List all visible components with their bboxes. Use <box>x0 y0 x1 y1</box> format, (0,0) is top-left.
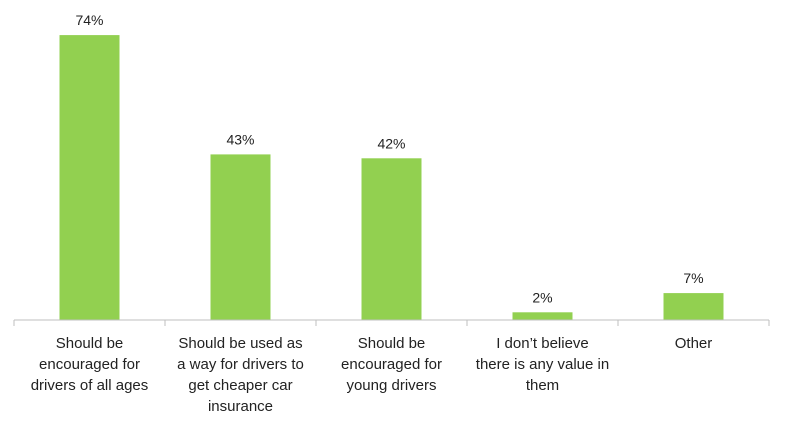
bar-4 <box>663 293 724 320</box>
bar-3 <box>512 312 573 320</box>
category-label-1: Should be used as a way for drivers to get… <box>177 335 304 415</box>
bars <box>59 35 724 320</box>
category-label-3: I don’t believe there is any value in them <box>476 335 609 394</box>
category-labels: Should be encouraged for drivers of all ag… <box>31 335 713 415</box>
x-axis <box>13 319 770 326</box>
data-label-3: 2% <box>532 289 552 305</box>
category-label-line: Other <box>675 335 713 352</box>
data-label-0: 74% <box>75 12 103 28</box>
category-label-line: a way for drivers to <box>177 356 304 373</box>
category-label-line: get cheaper car <box>188 377 292 394</box>
category-label-line: Should be used as <box>178 335 302 352</box>
bar-0 <box>59 35 120 320</box>
category-label-line: I don’t believe <box>496 335 589 352</box>
data-label-4: 7% <box>683 270 703 286</box>
category-label-0: Should be encouraged for drivers of all ag… <box>31 335 149 394</box>
bar-1 <box>210 154 271 320</box>
category-label-line: Should be <box>358 335 426 352</box>
data-labels: 74% 43% 42% 2% 7% <box>75 12 703 305</box>
data-label-1: 43% <box>226 131 254 147</box>
category-label-line: them <box>526 377 559 394</box>
bar-2 <box>361 158 422 320</box>
category-label-4: Other <box>675 335 713 352</box>
category-label-2: Should be encouraged for young drivers <box>341 335 442 394</box>
category-label-line: Should be <box>56 335 124 352</box>
category-label-line: encouraged for <box>39 356 140 373</box>
category-label-line: insurance <box>208 398 273 415</box>
category-label-line: drivers of all ages <box>31 377 149 394</box>
category-label-line: encouraged for <box>341 356 442 373</box>
category-label-line: there is any value in <box>476 356 609 373</box>
category-label-line: young drivers <box>346 377 436 394</box>
data-label-2: 42% <box>377 135 405 151</box>
